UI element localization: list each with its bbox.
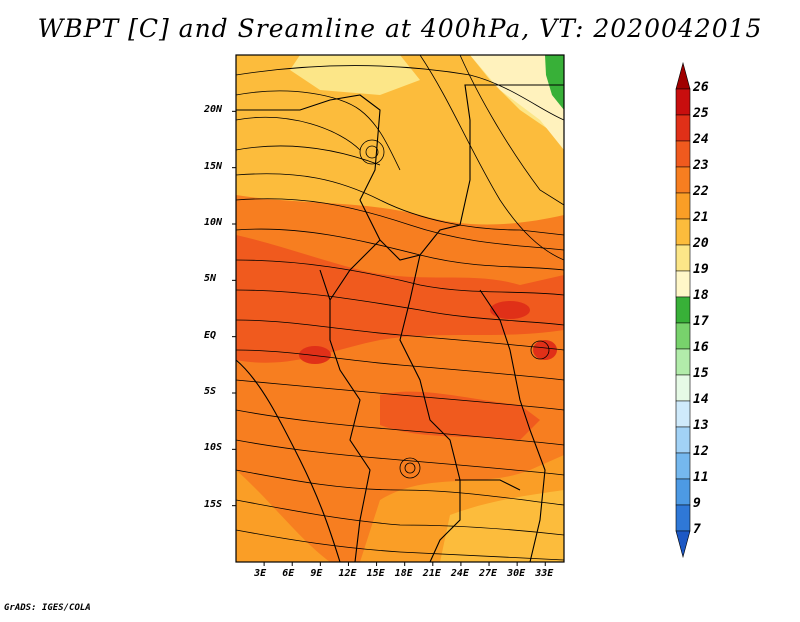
colorbar-swatch <box>675 504 691 532</box>
x-tick-label: 33E <box>535 568 554 579</box>
colorbar-swatch <box>675 426 691 454</box>
colorbar-level-label: 9 <box>693 496 701 511</box>
x-tick-label: 30E <box>507 568 526 579</box>
colorbar-level-label: 20 <box>693 236 709 251</box>
colorbar-level-label: 12 <box>693 444 709 459</box>
colorbar-level-label: 18 <box>693 288 709 303</box>
streamlines <box>236 55 564 561</box>
y-tick-label: EQ <box>204 329 217 341</box>
x-tick-label: 12E <box>338 568 357 579</box>
colorbar-level-label: 22 <box>693 184 709 199</box>
y-tick-label: 20N <box>204 104 223 116</box>
x-tick-label: 27E <box>479 568 498 579</box>
y-tick-label: 10S <box>204 442 223 454</box>
colorbar-swatch <box>675 270 691 298</box>
shade-19b <box>290 55 420 95</box>
colorbar-swatch <box>675 296 691 324</box>
shade-24c <box>533 340 557 360</box>
wbpt-shading <box>236 55 564 562</box>
colorbar-swatch <box>675 140 691 168</box>
colorbar-swatch <box>675 192 691 220</box>
colorbar-swatch <box>675 478 691 506</box>
shade-24a <box>299 346 331 364</box>
y-tick-label: 5S <box>204 386 217 397</box>
grads-footer: GrADS: IGES/COLA <box>4 603 91 613</box>
colorbar-swatch <box>675 530 691 559</box>
x-tick-label: 24E <box>450 568 469 579</box>
colorbar-level-label: 21 <box>693 210 709 225</box>
y-ticks <box>232 110 236 507</box>
colorbar-swatch <box>675 61 691 90</box>
colorbar-level-label: 11 <box>693 470 709 485</box>
colorbar-level-label: 13 <box>693 418 709 433</box>
shade-23a <box>236 235 564 363</box>
y-tick-label: 15S <box>204 498 223 510</box>
shade-24b <box>490 301 530 319</box>
colorbar-level-label: 24 <box>693 132 709 147</box>
y-tick-label: 5N <box>204 273 217 285</box>
shade-21a <box>236 470 330 562</box>
colorbar-level-label: 15 <box>693 366 709 381</box>
colorbar-swatch <box>675 400 691 428</box>
x-tick-label: 18E <box>394 568 413 579</box>
x-tick-label: 6E <box>282 568 295 579</box>
x-tick-label: 15E <box>366 568 385 579</box>
colorbar-swatch <box>675 88 691 116</box>
colorbar-level-label: 23 <box>693 158 709 173</box>
colorbar-swatch <box>675 322 691 350</box>
colorbar-level-label: 17 <box>693 314 709 329</box>
x-tick-label: 21E <box>422 568 441 579</box>
shade-18 <box>470 55 564 150</box>
country-borders <box>235 84 564 563</box>
colorbar <box>675 61 691 559</box>
shade-17 <box>545 55 564 110</box>
x-tick-label: 9E <box>310 568 323 579</box>
colorbar-level-label: 26 <box>693 80 709 95</box>
colorbar-swatch <box>675 114 691 142</box>
colorbar-swatch <box>675 452 691 480</box>
x-ticks <box>263 562 546 566</box>
colorbar-swatch <box>675 374 691 402</box>
shade-20b <box>440 490 564 562</box>
colorbar-level-label: 19 <box>693 262 709 277</box>
colorbar-swatch <box>675 218 691 246</box>
colorbar-level-label: 16 <box>693 340 709 355</box>
y-tick-label: 15N <box>204 160 223 172</box>
colorbar-swatch <box>675 166 691 194</box>
map-frame <box>235 54 565 563</box>
map-title: WBPT [C] and Sreamline at 400hPa, VT: 20… <box>37 14 763 43</box>
colorbar-swatch <box>675 348 691 376</box>
colorbar-swatch <box>675 244 691 272</box>
colorbar-level-label: 14 <box>693 392 709 407</box>
y-tick-label: 10N <box>204 217 223 228</box>
colorbar-level-label: 25 <box>693 106 709 121</box>
colorbar-level-label: 7 <box>693 522 701 537</box>
x-tick-label: 3E <box>254 568 267 579</box>
